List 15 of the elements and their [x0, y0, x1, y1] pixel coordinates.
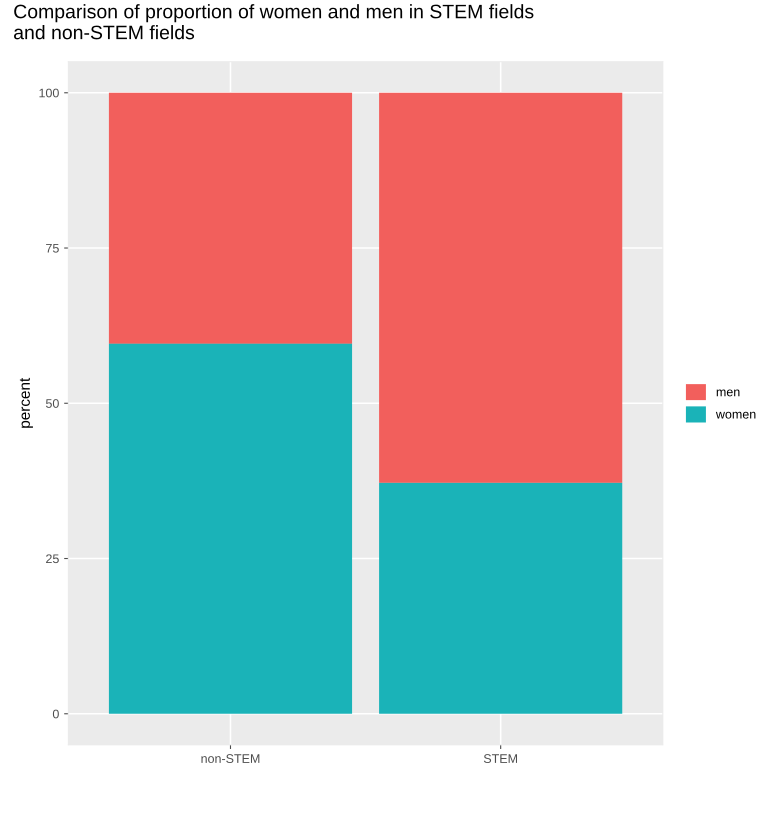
- bar: [108, 92, 352, 344]
- y-tick-label: 25: [46, 554, 59, 564]
- x-tick-label: non-STEM: [201, 754, 260, 764]
- x-tick-label: STEM: [484, 754, 518, 764]
- legend-label: men: [716, 389, 740, 396]
- y-tick-label: 50: [46, 399, 59, 408]
- bar: [108, 344, 352, 714]
- bar: [379, 92, 622, 483]
- y-axis-title: percent: [20, 378, 33, 428]
- y-tick-label: 75: [46, 244, 59, 253]
- y-tick-label: 100: [39, 88, 59, 98]
- bar: [379, 482, 622, 714]
- chart-title: Comparison of proportion of women and men in STEM fields and non-STEM fields: [14, 4, 534, 40]
- y-tick-label: 0: [52, 710, 59, 718]
- legend-label: women: [716, 412, 756, 419]
